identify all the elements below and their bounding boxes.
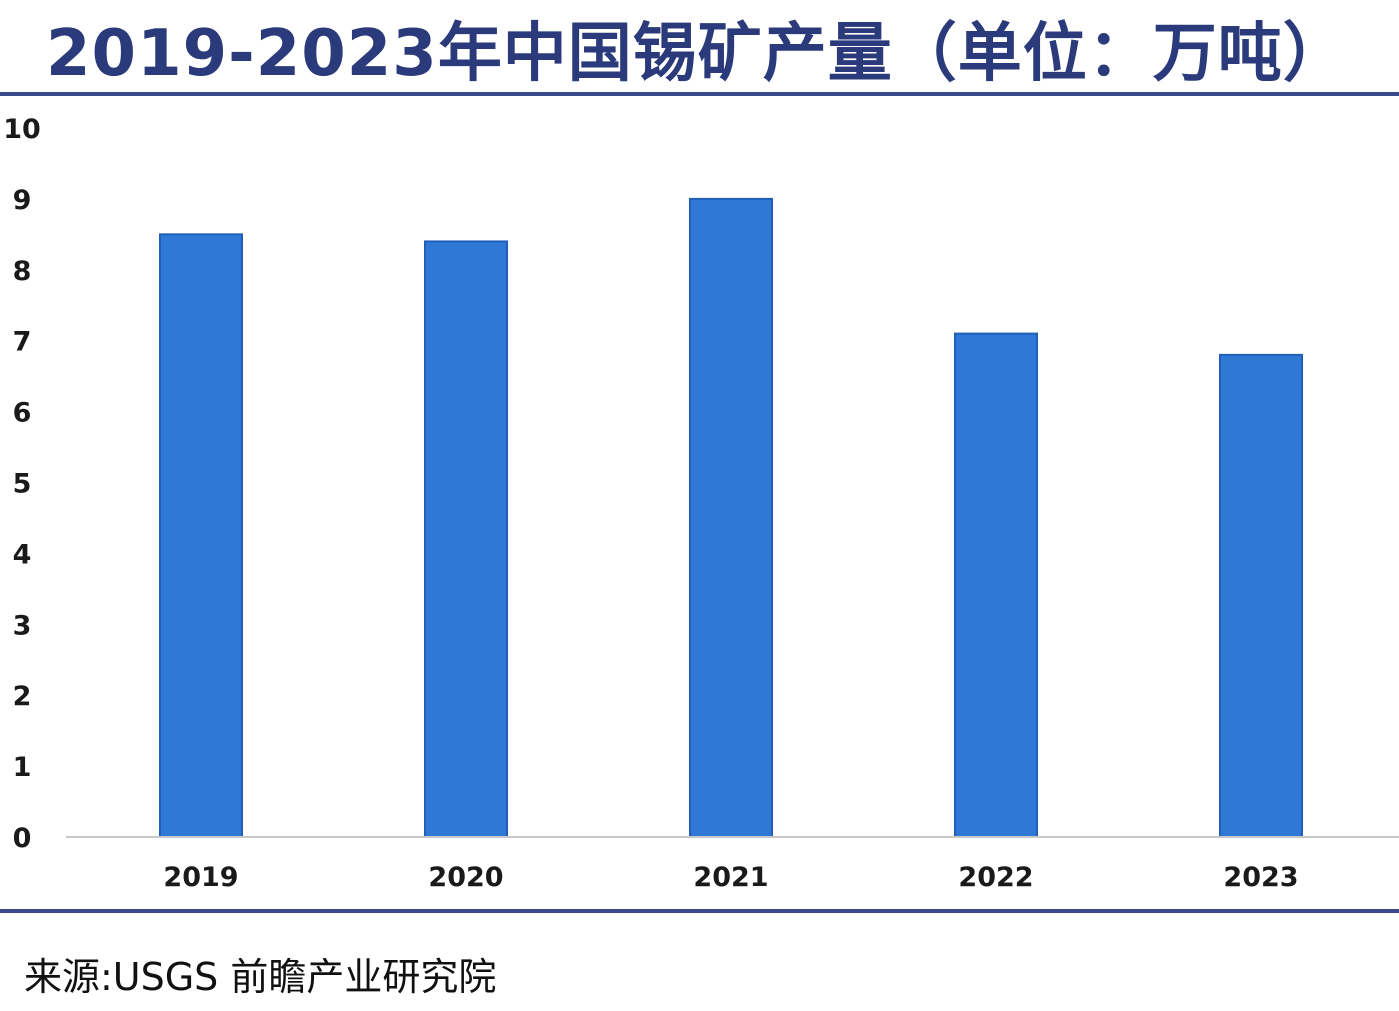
y-tick-label: 3 bbox=[13, 610, 32, 641]
y-tick-label: 4 bbox=[13, 539, 32, 570]
y-tick-label: 7 bbox=[13, 327, 32, 358]
x-tick-label: 2019 bbox=[163, 862, 238, 893]
x-axis-ticks: 2019 2020 2021 2022 2023 bbox=[163, 862, 1298, 893]
top-divider bbox=[0, 92, 1399, 96]
y-tick-label: 2 bbox=[13, 681, 32, 712]
y-tick-label: 9 bbox=[13, 185, 32, 216]
bar-2021 bbox=[689, 197, 773, 838]
x-tick-label: 2023 bbox=[1223, 862, 1298, 893]
bar-2023 bbox=[1219, 353, 1303, 838]
chart-title: 2019-2023年中国锡矿产量（单位：万吨） bbox=[46, 17, 1348, 91]
y-tick-label: 1 bbox=[13, 752, 32, 783]
y-axis-ticks: 0 1 2 3 4 5 6 7 8 9 10 bbox=[3, 114, 41, 854]
y-tick-label: 6 bbox=[13, 398, 32, 429]
x-tick-label: 2022 bbox=[958, 862, 1033, 893]
bars-group bbox=[159, 197, 1303, 839]
y-tick-label: 5 bbox=[13, 469, 32, 500]
y-tick-label: 0 bbox=[13, 823, 32, 854]
y-tick-label: 8 bbox=[13, 256, 32, 287]
bar-2020 bbox=[424, 240, 508, 838]
y-tick-label: 10 bbox=[3, 114, 41, 145]
bottom-divider bbox=[0, 909, 1399, 913]
bar-2019 bbox=[159, 233, 243, 839]
x-tick-label: 2020 bbox=[428, 862, 503, 893]
x-tick-label: 2021 bbox=[693, 862, 768, 893]
source-note: 来源:USGS 前瞻产业研究院 bbox=[24, 955, 497, 999]
bar-2022 bbox=[954, 332, 1038, 838]
